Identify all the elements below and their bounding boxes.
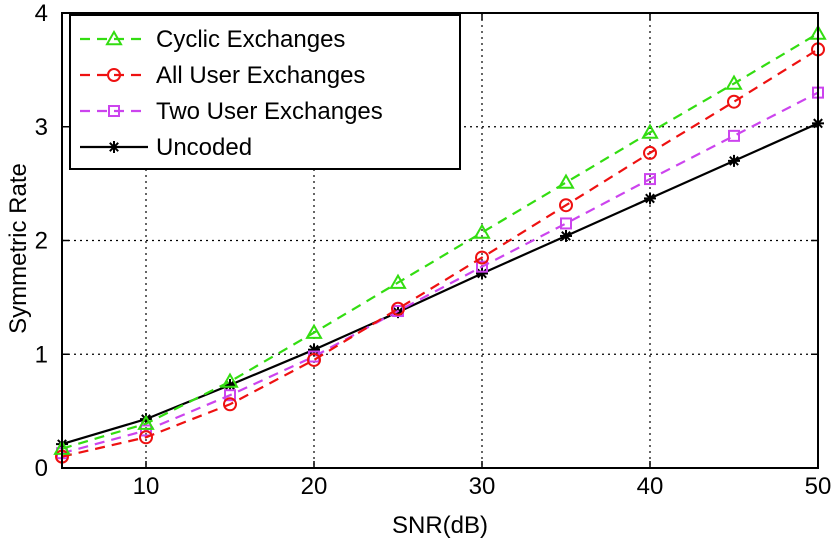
x-tick-label: 10: [133, 473, 160, 500]
legend-entry-two-user-exchanges: Two User Exchanges: [80, 98, 383, 125]
data-point-all-user-exchanges: [475, 250, 489, 265]
data-point-all-user-exchanges: [643, 145, 657, 160]
data-point-cyclic-exchanges: [641, 123, 659, 139]
data-point-two-user-exchanges: [224, 389, 236, 402]
x-tick-label: 20: [301, 473, 328, 500]
legend-marker: [108, 105, 120, 117]
x-tick-label: 50: [805, 473, 832, 500]
y-tick-label: 0: [35, 455, 48, 482]
legend-entry-cyclic-exchanges: Cyclic Exchanges: [80, 26, 345, 53]
data-point-all-user-exchanges: [307, 352, 321, 367]
data-point-two-user-exchanges: [644, 173, 656, 186]
data-point-two-user-exchanges: [728, 129, 740, 142]
legend-label: Uncoded: [156, 134, 252, 161]
data-point-cyclic-exchanges: [557, 173, 575, 189]
data-point-cyclic-exchanges: [221, 372, 239, 388]
data-point-uncoded: [728, 154, 740, 167]
y-tick-label: 2: [35, 228, 48, 255]
legend: Cyclic Exchanges All User Exchanges Two Us…: [69, 14, 461, 170]
series-line-cyclic-exchanges: [61, 32, 819, 450]
x-tick-label: 40: [637, 473, 664, 500]
legend-label: All User Exchanges: [156, 62, 365, 89]
data-point-cyclic-exchanges: [389, 273, 407, 289]
data-point-all-user-exchanges: [139, 430, 153, 445]
data-point-uncoded: [644, 192, 656, 205]
data-point-all-user-exchanges: [559, 198, 573, 213]
data-point-all-user-exchanges: [223, 397, 237, 412]
ticks: 10 20 30 40 50 0 1 2 3 4: [35, 0, 832, 500]
y-tick-label: 1: [35, 341, 48, 368]
series-line-two-user-exchanges: [61, 91, 819, 455]
data-point-cyclic-exchanges: [305, 323, 323, 339]
legend-entry-uncoded: Uncoded: [80, 134, 252, 161]
data-point-cyclic-exchanges: [473, 223, 491, 239]
data-point-uncoded: [560, 229, 572, 242]
y-tick-label: 3: [35, 114, 48, 141]
legend-marker: [108, 141, 120, 153]
data-point-two-user-exchanges: [140, 424, 152, 437]
data-point-two-user-exchanges: [560, 217, 572, 230]
series-line-all-user-exchanges: [61, 48, 819, 458]
y-tick-label: 4: [35, 0, 48, 27]
series-layer: [53, 24, 827, 464]
y-axis-label: Symmetric Rate: [5, 163, 32, 334]
legend-entry-all-user-exchanges: All User Exchanges: [80, 62, 365, 89]
data-point-all-user-exchanges: [727, 94, 741, 109]
x-axis-label: SNR(dB): [392, 512, 488, 539]
legend-marker: [105, 29, 123, 46]
legend-label: Cyclic Exchanges: [156, 26, 345, 53]
x-tick-label: 30: [469, 473, 496, 500]
data-point-cyclic-exchanges: [137, 414, 155, 430]
series-line-uncoded: [61, 122, 819, 446]
data-point-all-user-exchanges: [391, 301, 405, 316]
legend-label: Two User Exchanges: [156, 98, 383, 125]
data-point-cyclic-exchanges: [725, 74, 743, 90]
data-point-two-user-exchanges: [476, 260, 488, 273]
legend-box: [69, 14, 461, 170]
legend-marker: [107, 68, 121, 82]
